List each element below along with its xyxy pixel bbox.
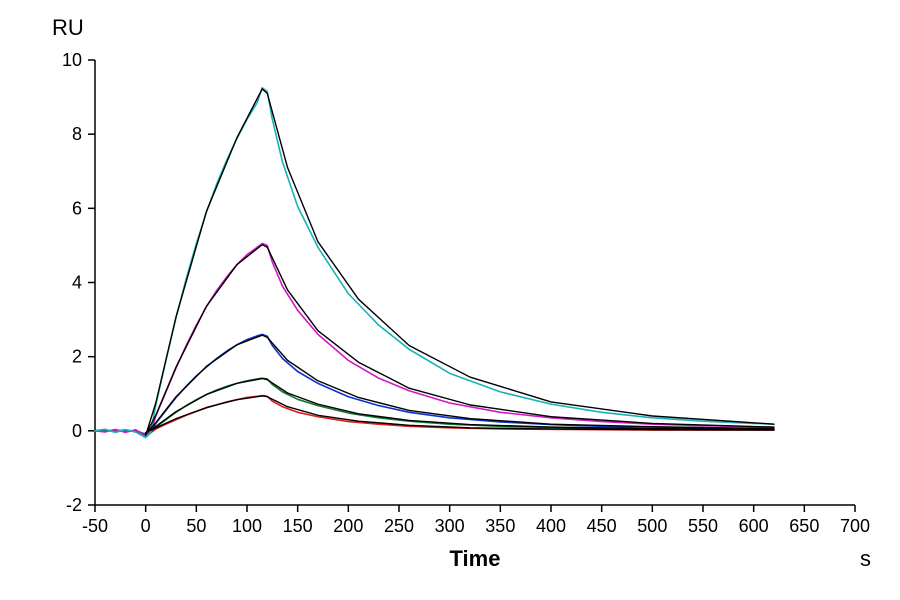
x-axis-title: Time [450, 546, 501, 571]
x-tick-label: 550 [688, 516, 718, 536]
y-tick-label: 0 [72, 421, 82, 441]
x-tick-label: 200 [333, 516, 363, 536]
x-tick-label: 150 [283, 516, 313, 536]
chart-canvas: -500501001502002503003504004505005506006… [0, 0, 900, 600]
x-tick-label: 250 [384, 516, 414, 536]
y-tick-label: 8 [72, 124, 82, 144]
series-magenta [95, 244, 774, 437]
x-tick-label: 400 [536, 516, 566, 536]
x-tick-label: 100 [232, 516, 262, 536]
x-tick-label: 650 [789, 516, 819, 536]
x-tick-label: 350 [485, 516, 515, 536]
x-tick-label: 600 [739, 516, 769, 536]
x-tick-label: 450 [587, 516, 617, 536]
x-tick-label: -50 [82, 516, 108, 536]
x-tick-label: 700 [840, 516, 870, 536]
y-tick-label: 4 [72, 273, 82, 293]
x-tick-label: 500 [637, 516, 667, 536]
fit-magenta [146, 245, 774, 435]
y-tick-label: 2 [72, 347, 82, 367]
y-tick-label: 6 [72, 198, 82, 218]
spr-sensorgram-chart: -500501001502002503003504004505005506006… [0, 0, 900, 600]
y-unit-label: RU [52, 15, 84, 40]
series-blue [95, 334, 774, 435]
x-tick-label: 300 [435, 516, 465, 536]
x-tick-label: 0 [141, 516, 151, 536]
x-tick-label: 50 [186, 516, 206, 536]
y-tick-label: 10 [62, 50, 82, 70]
y-tick-label: -2 [66, 495, 82, 515]
series-cyan [95, 88, 774, 438]
x-unit-label: s [860, 546, 871, 571]
